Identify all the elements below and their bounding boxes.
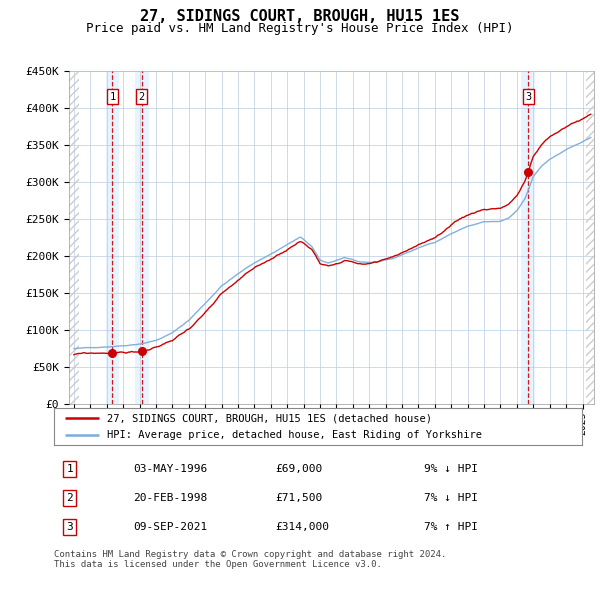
Bar	[586, 71, 594, 404]
Text: HPI: Average price, detached house, East Riding of Yorkshire: HPI: Average price, detached house, East…	[107, 431, 482, 440]
Bar	[135, 71, 149, 404]
Text: 1: 1	[67, 464, 73, 474]
Bar	[521, 71, 535, 404]
Text: 7% ↓ HPI: 7% ↓ HPI	[424, 493, 478, 503]
Text: 27, SIDINGS COURT, BROUGH, HU15 1ES (detached house): 27, SIDINGS COURT, BROUGH, HU15 1ES (det…	[107, 414, 432, 423]
Bar	[106, 71, 119, 404]
Text: 2: 2	[139, 91, 145, 101]
Text: Price paid vs. HM Land Registry's House Price Index (HPI): Price paid vs. HM Land Registry's House …	[86, 22, 514, 35]
Text: 3: 3	[67, 522, 73, 532]
Text: 03-MAY-1996: 03-MAY-1996	[133, 464, 208, 474]
Text: 27, SIDINGS COURT, BROUGH, HU15 1ES: 27, SIDINGS COURT, BROUGH, HU15 1ES	[140, 9, 460, 24]
Text: £71,500: £71,500	[276, 493, 323, 503]
Text: 20-FEB-1998: 20-FEB-1998	[133, 493, 208, 503]
Text: 3: 3	[525, 91, 532, 101]
Text: 1: 1	[109, 91, 116, 101]
Text: 2: 2	[67, 493, 73, 503]
Text: 09-SEP-2021: 09-SEP-2021	[133, 522, 208, 532]
Text: Contains HM Land Registry data © Crown copyright and database right 2024.
This d: Contains HM Land Registry data © Crown c…	[54, 550, 446, 569]
Text: £69,000: £69,000	[276, 464, 323, 474]
Bar	[69, 71, 79, 404]
Text: £314,000: £314,000	[276, 522, 330, 532]
Text: 9% ↓ HPI: 9% ↓ HPI	[424, 464, 478, 474]
Text: 7% ↑ HPI: 7% ↑ HPI	[424, 522, 478, 532]
